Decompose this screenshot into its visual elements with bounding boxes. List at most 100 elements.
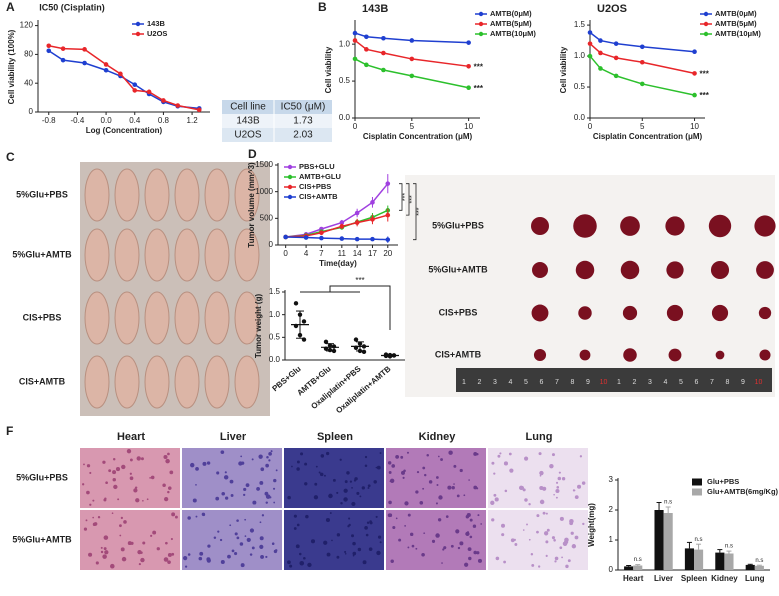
tissue-texture — [115, 467, 121, 472]
chart-title: U2OS — [597, 3, 627, 15]
tissue-label: Heart — [117, 431, 145, 443]
y-tick-label: 120 — [20, 21, 34, 30]
row-label: 5%Glu+PBS — [432, 220, 484, 230]
tissue-texture — [426, 454, 429, 457]
mouse — [144, 228, 170, 282]
tissue-texture — [389, 478, 395, 483]
legend-swatch — [692, 488, 702, 496]
tissue-texture — [305, 514, 309, 519]
tissue-texture — [289, 564, 293, 568]
significance: *** — [402, 193, 409, 201]
tissue-texture — [555, 496, 558, 499]
tumor — [578, 306, 592, 320]
tissue-texture — [565, 564, 569, 569]
mouse — [174, 291, 200, 345]
ic50-table: Cell line IC50 (μM) 143B 1.73 U2OS 2.03 — [222, 100, 332, 142]
tissue-texture — [573, 489, 576, 492]
data-point — [353, 337, 359, 342]
tissue-texture — [400, 455, 404, 459]
series-line — [354, 39, 469, 68]
tissue-texture — [376, 550, 381, 556]
y-tick-label: 0 — [269, 240, 274, 249]
tissue-texture — [265, 494, 271, 499]
tissue-texture — [268, 452, 272, 456]
tissue-texture — [133, 488, 138, 493]
tissue-texture — [304, 462, 308, 466]
tissue-texture — [390, 559, 394, 564]
ruler-label: 6 — [540, 379, 544, 386]
mouse — [204, 228, 230, 282]
tissue-texture — [103, 535, 109, 540]
tissue-texture — [249, 528, 255, 533]
tissue-texture — [542, 511, 546, 515]
y-tick-label: 0.5 — [269, 332, 281, 341]
tissue-image — [488, 510, 588, 570]
tissue-image — [488, 448, 588, 508]
tissue-texture — [251, 458, 254, 461]
data-point — [82, 60, 87, 66]
table-header: IC50 (μM) — [281, 102, 326, 113]
data-point — [587, 53, 593, 59]
y-tick-label: 1.5 — [269, 287, 281, 296]
tissue-texture — [435, 533, 440, 538]
tissue-texture — [473, 452, 478, 456]
tissue-texture — [344, 550, 347, 554]
tissue-texture — [364, 455, 368, 459]
tissue-texture — [318, 471, 321, 474]
mouse — [114, 228, 140, 282]
x-tick-label: 4 — [304, 249, 309, 258]
tissue-texture — [258, 454, 263, 459]
tissue-texture — [543, 531, 549, 536]
tissue-texture — [387, 461, 392, 465]
tissue-texture — [455, 529, 460, 534]
data-point — [587, 41, 593, 46]
tissue-texture — [216, 471, 220, 475]
x-tick-label: Spleen — [681, 574, 707, 583]
tissue-texture — [389, 480, 392, 483]
legend-label: U2OS — [147, 29, 167, 38]
tissue-texture — [134, 486, 138, 489]
tissue-texture — [348, 517, 351, 520]
mouse — [84, 228, 110, 282]
bracket — [399, 183, 403, 211]
tissue-texture — [129, 472, 132, 475]
tissue-texture — [351, 486, 353, 489]
tissue-texture — [314, 482, 318, 486]
tissue-texture — [406, 451, 410, 454]
data-point — [381, 67, 386, 73]
data-point — [132, 82, 138, 87]
tissue-texture — [129, 458, 133, 462]
bar — [654, 510, 664, 570]
series-line — [48, 50, 200, 110]
tissue-texture — [86, 464, 91, 468]
data-point — [598, 66, 603, 71]
tissue-texture — [528, 503, 531, 506]
tissue-texture — [559, 546, 563, 550]
tissue-texture — [491, 461, 495, 465]
data-point — [283, 234, 288, 240]
mouse — [204, 168, 230, 222]
tissue-texture — [187, 553, 191, 556]
tissue-texture — [376, 465, 381, 470]
tissue-texture — [546, 528, 550, 532]
legend-label: 143B — [147, 19, 166, 28]
y-tick-label: 1 — [609, 535, 614, 544]
tissue-texture — [239, 542, 244, 546]
tissue-texture — [112, 477, 116, 482]
bar — [694, 549, 704, 570]
ruler-label: 8 — [726, 379, 730, 386]
tissue-texture — [545, 512, 548, 515]
data-point — [466, 40, 471, 45]
tissue-texture — [555, 481, 559, 484]
tissue-texture — [135, 498, 140, 503]
tissue-texture — [442, 548, 445, 551]
tissue-texture — [354, 477, 358, 481]
tissue-texture — [168, 486, 172, 490]
tissue-texture — [167, 560, 171, 564]
tissue-texture — [472, 524, 477, 528]
tissue-texture — [252, 500, 257, 505]
tissue-texture — [167, 553, 172, 557]
mouse — [234, 355, 260, 409]
tissue-texture — [336, 491, 339, 495]
tumor-photo — [405, 175, 775, 397]
